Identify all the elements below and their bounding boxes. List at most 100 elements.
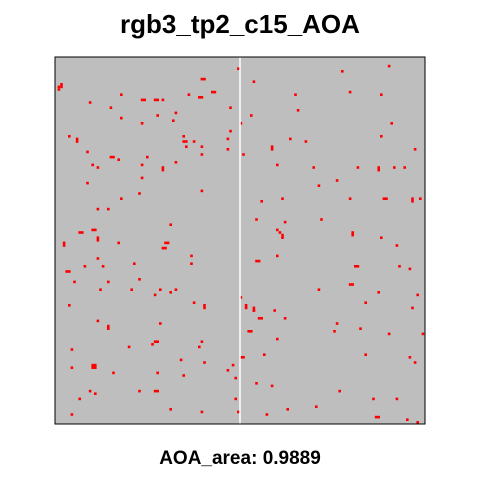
- outside-aoa-cell: [398, 265, 401, 268]
- outside-aoa-cell: [109, 155, 115, 159]
- outside-aoa-cell: [364, 353, 367, 356]
- outside-aoa-cell: [252, 306, 256, 312]
- outside-aoa-cell: [174, 161, 178, 164]
- outside-aoa-cell: [203, 361, 206, 364]
- outside-aoa-cell: [374, 415, 380, 419]
- outside-aoa-cell: [187, 93, 191, 96]
- outside-aoa-cell: [260, 200, 263, 203]
- outside-aoa-cell: [161, 246, 167, 250]
- aoa-area-label: AOA_area:: [159, 448, 258, 469]
- outside-aoa-cell: [408, 267, 412, 271]
- outside-aoa-cell: [91, 163, 94, 167]
- outside-aoa-cell: [247, 330, 253, 333]
- outside-aoa-cell: [70, 348, 74, 351]
- outside-aoa-cell: [200, 410, 204, 414]
- outside-aoa-cell: [109, 106, 113, 109]
- outside-aoa-cell: [179, 358, 183, 362]
- outside-aoa-cell: [359, 327, 362, 330]
- outside-aoa-cell: [182, 140, 188, 143]
- plot-frame: [54, 56, 426, 425]
- outside-aoa-cell: [81, 231, 84, 234]
- outside-aoa-cell: [120, 116, 123, 120]
- outside-aoa-cell: [203, 304, 206, 310]
- outside-aoa-cell: [73, 280, 76, 284]
- outside-aoa-cell: [78, 231, 81, 234]
- outside-aoa-cell: [338, 389, 341, 393]
- outside-aoa-cell: [161, 166, 165, 172]
- outside-aoa-cell: [169, 291, 172, 294]
- outside-aoa-cell: [237, 67, 240, 70]
- outside-aoa-cell: [211, 90, 217, 94]
- outside-aoa-cell: [372, 397, 375, 401]
- outside-aoa-cell: [257, 317, 261, 320]
- outside-aoa-cell: [387, 64, 391, 68]
- outside-aoa-cell: [413, 361, 417, 364]
- outside-aoa-cell: [239, 296, 243, 299]
- outside-aoa-cell: [91, 228, 97, 232]
- outside-aoa-cell: [60, 83, 63, 89]
- outside-aoa-cell: [200, 145, 204, 148]
- outside-aoa-cell: [315, 405, 318, 408]
- outside-aoa-cell: [255, 218, 258, 221]
- outside-aoa-cell: [283, 220, 287, 224]
- outside-aoa-cell: [408, 356, 412, 359]
- outside-aoa-cell: [138, 192, 141, 195]
- outside-aoa-cell: [190, 254, 193, 258]
- outside-aoa-cell: [270, 145, 274, 151]
- outside-aoa-cell: [107, 207, 110, 211]
- outside-aoa-cell: [153, 389, 159, 393]
- outside-aoa-cell: [174, 111, 178, 115]
- outside-aoa-cell: [140, 176, 144, 180]
- outside-aoa-cell: [276, 254, 279, 258]
- outside-aoa-cell: [96, 319, 100, 323]
- outside-aoa-cell: [86, 181, 89, 185]
- aoa-area-value: 0.9889: [262, 448, 321, 469]
- outside-aoa-cell: [242, 153, 245, 156]
- outside-aoa-cell: [244, 304, 248, 310]
- outside-aoa-cell: [320, 218, 323, 221]
- outside-aoa-cell: [140, 98, 146, 102]
- outside-aoa-cell: [226, 137, 230, 141]
- outside-aoa-cell: [70, 366, 74, 369]
- outside-aoa-cell: [411, 306, 414, 310]
- outside-aoa-cell: [200, 77, 206, 81]
- outside-aoa-cell: [99, 288, 102, 291]
- outside-aoa-cell: [341, 70, 344, 73]
- outside-aoa-cell: [120, 93, 123, 96]
- outside-aoa-cell: [83, 265, 87, 268]
- outside-aoa-cell: [138, 389, 141, 393]
- outside-aoa-cell: [382, 197, 388, 200]
- outside-aoa-cell: [159, 322, 162, 325]
- outside-aoa-cell: [234, 397, 237, 401]
- outside-aoa-cell: [65, 270, 71, 273]
- outside-aoa-cell: [174, 288, 178, 291]
- outside-aoa-cell: [120, 197, 123, 200]
- outside-aoa-cell: [237, 410, 240, 414]
- outside-aoa-cell: [107, 324, 110, 330]
- outside-aoa-cell: [387, 332, 391, 336]
- outside-aoa-cell: [91, 363, 97, 369]
- outside-aoa-cell: [416, 293, 419, 297]
- outside-aoa-cell: [153, 293, 157, 297]
- outside-aoa-cell: [62, 241, 66, 247]
- outside-aoa-cell: [198, 345, 201, 349]
- outside-aoa-cell: [231, 363, 235, 367]
- outside-aoa-cell: [286, 408, 289, 411]
- outside-aoa-cell: [421, 332, 425, 336]
- outside-aoa-cell: [96, 207, 100, 211]
- outside-aoa-cell: [192, 301, 196, 304]
- outside-aoa-cell: [159, 288, 162, 291]
- outside-aoa-cell: [182, 135, 185, 138]
- outside-aoa-cell: [96, 257, 100, 260]
- outside-aoa-cell: [172, 119, 175, 122]
- outside-aoa-cell: [185, 145, 188, 148]
- outside-aoa-cell: [406, 418, 409, 421]
- outside-aoa-cell: [364, 301, 367, 304]
- outside-aoa-cell: [229, 129, 232, 133]
- outside-aoa-cell: [255, 259, 261, 263]
- outside-aoa-cell: [94, 392, 97, 395]
- outside-aoa-cell: [317, 288, 321, 291]
- outside-aoa-cell: [70, 413, 74, 416]
- outside-aoa-cell: [138, 278, 141, 281]
- outside-aoa-cell: [395, 244, 399, 247]
